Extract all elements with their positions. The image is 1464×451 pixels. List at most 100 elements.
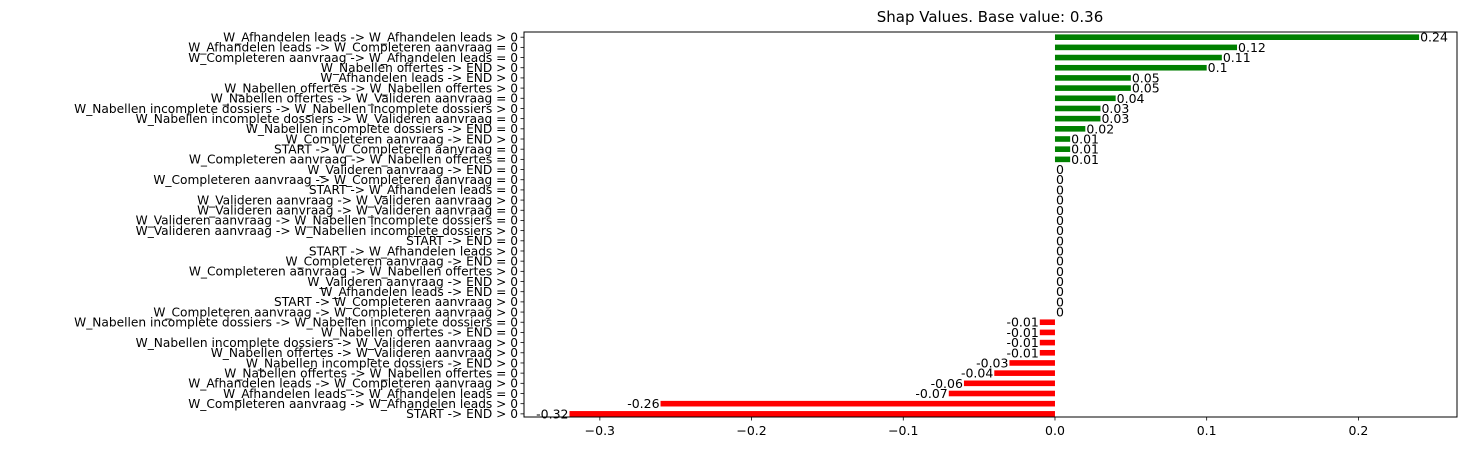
bar <box>1054 54 1222 61</box>
category-label: START -> W_Afhandelen leads = 0 <box>309 183 518 197</box>
bar <box>1054 95 1116 102</box>
value-label: 0 <box>1056 254 1064 269</box>
bar <box>1009 360 1055 366</box>
category-label: W_Completeren aanvraag -> W_Afhandelen l… <box>188 397 518 411</box>
category-label: START -> END > 0 <box>406 407 518 421</box>
value-label: -0.06 <box>931 376 963 391</box>
category-label: W_Nabellen incomplete dossiers -> W_Vali… <box>136 112 518 126</box>
category-label: W_Valideren aanvraag -> W_Nabellen incom… <box>136 214 518 228</box>
bar <box>1054 44 1238 51</box>
value-label: 0.11 <box>1223 50 1251 65</box>
category-label: W_Completeren aanvraag -> W_Completeren … <box>153 173 518 187</box>
bars-group <box>569 34 1420 417</box>
value-label: 0 <box>1056 294 1064 309</box>
bar <box>1054 136 1071 142</box>
x-ticks-group: −0.3 −0.2 −0.1 0.0 0.1 0.2 <box>585 417 1368 438</box>
value-label: 0 <box>1056 172 1064 187</box>
category-label: W_Valideren aanvraag -> END = 0 <box>307 163 518 177</box>
bar <box>1054 115 1101 122</box>
value-label: 0 <box>1056 305 1064 320</box>
value-label: 0.01 <box>1071 152 1099 167</box>
value-label: -0.01 <box>1006 325 1038 340</box>
x-tick-label: 0.2 <box>1348 423 1368 438</box>
bar <box>1039 349 1055 356</box>
value-label: 0 <box>1056 284 1064 299</box>
category-label: W_Afhandelen leads -> W_Completeren aanv… <box>188 377 518 391</box>
category-label: W_Nabellen offertes -> W_Nabellen offert… <box>224 81 518 95</box>
category-label: W_Valideren aanvraag -> W_Valideren aanv… <box>197 204 518 218</box>
category-labels-group: W_Afhandelen leads -> W_Afhandelen leads… <box>74 31 518 422</box>
category-label: W_Completeren aanvraag -> W_Afhandelen l… <box>188 51 518 65</box>
category-label: W_Completeren aanvraag -> W_Completeren … <box>153 305 518 319</box>
value-label: -0.01 <box>1006 335 1038 350</box>
value-label: -0.04 <box>961 366 993 381</box>
value-label: 0.05 <box>1132 70 1160 85</box>
category-label: W_Nabellen incomplete dossiers -> W_Nabe… <box>74 102 518 116</box>
value-label: -0.32 <box>536 406 568 421</box>
value-label: -0.07 <box>915 386 947 401</box>
bar <box>1054 75 1131 81</box>
category-label: W_Completeren aanvraag -> W_Nabellen off… <box>189 265 518 279</box>
bar <box>963 380 1055 387</box>
bar <box>1054 105 1101 112</box>
bar <box>1054 64 1207 71</box>
value-label: 0.05 <box>1132 81 1160 96</box>
category-label: W_Valideren aanvraag -> W_Nabellen incom… <box>136 224 518 238</box>
category-label: W_Nabellen offertes -> END > 0 <box>321 61 518 75</box>
category-label: W_Afhandelen leads -> END > 0 <box>320 71 518 85</box>
category-label: W_Afhandelen leads -> END = 0 <box>320 285 518 299</box>
bar <box>1039 319 1055 326</box>
value-label: 0.01 <box>1071 142 1099 157</box>
category-label: W_Nabellen offertes -> W_Valideren aanvr… <box>211 346 518 360</box>
x-tick-label: 0.0 <box>1045 423 1065 438</box>
category-label: W_Afhandelen leads -> W_Afhandelen leads… <box>223 387 518 401</box>
value-label: 0.03 <box>1101 101 1129 116</box>
value-label: -0.01 <box>1006 345 1038 360</box>
bar <box>660 400 1055 407</box>
value-label: 0.1 <box>1208 60 1228 75</box>
value-label: 0.12 <box>1238 40 1266 55</box>
value-label: 0 <box>1056 213 1064 228</box>
x-tick-label: −0.3 <box>585 423 615 438</box>
value-label: 0 <box>1056 182 1064 197</box>
value-label: 0.24 <box>1420 30 1448 45</box>
value-label: 0.02 <box>1086 121 1114 136</box>
category-label: START -> W_Completeren aanvraag = 0 <box>274 142 518 156</box>
bar <box>1054 126 1086 132</box>
value-labels-group: 0.240.120.110.10.050.050.040.030.030.020… <box>536 30 1448 422</box>
value-label: 0 <box>1056 233 1064 248</box>
value-label: 0 <box>1056 274 1064 289</box>
x-tick-label: −0.1 <box>888 423 918 438</box>
bar <box>1054 146 1071 152</box>
category-label: W_Nabellen offertes -> W_Nabellen offert… <box>224 366 518 380</box>
value-label: 0 <box>1056 264 1064 279</box>
value-label: 0 <box>1056 223 1064 238</box>
category-label: W_Nabellen incomplete dossiers -> END > … <box>246 356 518 370</box>
value-label: 0 <box>1056 243 1064 258</box>
value-label: 0 <box>1056 193 1064 208</box>
bar <box>569 411 1055 417</box>
bar <box>1054 156 1071 163</box>
category-label: W_Nabellen offertes -> W_Valideren aanvr… <box>211 92 518 106</box>
x-tick-label: −0.2 <box>736 423 766 438</box>
category-label: W_Completeren aanvraag -> END = 0 <box>285 254 518 268</box>
y-ticks-group <box>520 36 524 415</box>
category-label: W_Nabellen offertes -> END = 0 <box>321 326 518 340</box>
chart-title: Shap Values. Base value: 0.36 <box>877 8 1104 26</box>
bar <box>1039 329 1055 336</box>
category-label: W_Afhandelen leads -> W_Completeren aanv… <box>188 41 518 55</box>
bar <box>994 370 1055 376</box>
value-label: 0.03 <box>1101 111 1129 126</box>
category-label: START -> W_Afhandelen leads > 0 <box>309 244 518 258</box>
category-label: W_Afhandelen leads -> W_Afhandelen leads… <box>223 31 518 45</box>
value-label: 0.04 <box>1117 91 1145 106</box>
value-label: 0 <box>1056 162 1064 177</box>
value-label: -0.03 <box>976 355 1008 370</box>
value-label: -0.26 <box>627 396 659 411</box>
plot-frame <box>523 31 1458 418</box>
value-label: -0.01 <box>1006 315 1038 330</box>
category-label: W_Nabellen incomplete dossiers -> W_Nabe… <box>74 316 518 330</box>
category-label: W_Valideren aanvraag -> END > 0 <box>307 275 518 289</box>
value-label: 0 <box>1056 203 1064 218</box>
